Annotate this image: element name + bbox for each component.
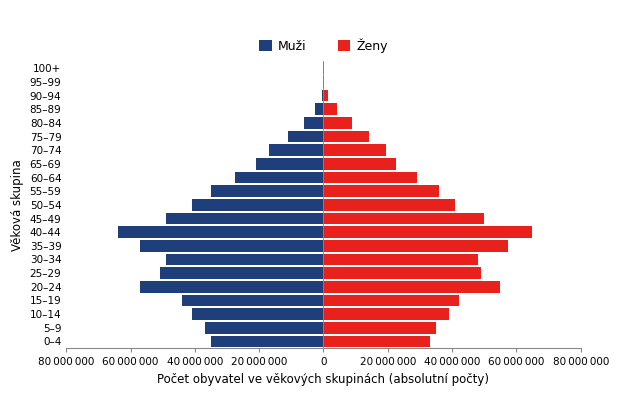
- Bar: [324, 131, 368, 143]
- Legend: Muži, Ženy: Muži, Ženy: [254, 33, 393, 58]
- Bar: [166, 254, 324, 265]
- Bar: [324, 90, 328, 101]
- Bar: [324, 213, 484, 224]
- Bar: [324, 295, 459, 306]
- Bar: [324, 185, 439, 197]
- Bar: [140, 281, 324, 293]
- Bar: [316, 103, 324, 115]
- Bar: [288, 131, 324, 143]
- Bar: [324, 308, 449, 320]
- Bar: [324, 240, 508, 252]
- Bar: [182, 295, 324, 306]
- Bar: [211, 336, 324, 347]
- Bar: [304, 117, 324, 129]
- Bar: [192, 308, 324, 320]
- Bar: [324, 145, 386, 156]
- Bar: [140, 240, 324, 252]
- Bar: [192, 199, 324, 211]
- Bar: [324, 336, 430, 347]
- Bar: [324, 322, 436, 333]
- Bar: [322, 90, 324, 101]
- Bar: [256, 158, 324, 170]
- Bar: [324, 267, 481, 279]
- Bar: [324, 226, 533, 238]
- X-axis label: Počet obyvatel ve věkových skupinách (absolutní počty): Počet obyvatel ve věkových skupinách (ab…: [157, 373, 489, 386]
- Bar: [324, 254, 478, 265]
- Bar: [205, 322, 324, 333]
- Bar: [211, 185, 324, 197]
- Bar: [324, 281, 500, 293]
- Bar: [324, 199, 455, 211]
- Bar: [324, 103, 337, 115]
- Bar: [118, 226, 324, 238]
- Bar: [269, 145, 324, 156]
- Bar: [324, 117, 352, 129]
- Bar: [324, 158, 396, 170]
- Bar: [159, 267, 324, 279]
- Bar: [235, 172, 324, 183]
- Y-axis label: Věková skupina: Věková skupina: [11, 159, 24, 251]
- Bar: [324, 172, 417, 183]
- Bar: [166, 213, 324, 224]
